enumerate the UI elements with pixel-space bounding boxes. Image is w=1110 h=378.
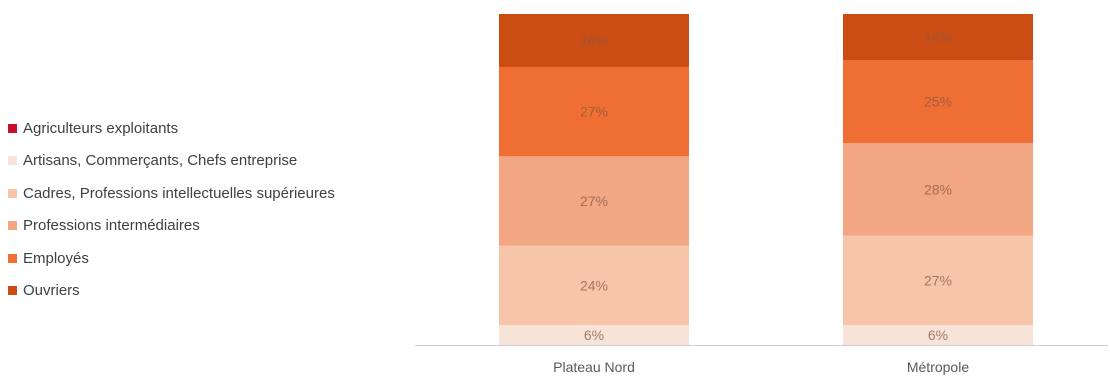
legend-label: Ouvriers bbox=[23, 282, 80, 300]
legend-label: Agriculteurs exploitants bbox=[23, 119, 179, 137]
legend-swatch bbox=[8, 221, 17, 231]
data-label: 27% bbox=[580, 104, 608, 120]
data-label: 27% bbox=[580, 193, 608, 209]
bar-segment bbox=[499, 156, 689, 246]
legend-item: Cadres, Professions intellectuelles supé… bbox=[8, 177, 335, 210]
bar-segment bbox=[499, 245, 689, 326]
legend-item: Ouvriers bbox=[8, 275, 335, 308]
bar-segment bbox=[843, 60, 1033, 144]
legend-item: Professions intermédiaires bbox=[8, 210, 335, 243]
data-label: 24% bbox=[580, 277, 608, 293]
legend: Agriculteurs exploitants Artisans, Commer… bbox=[8, 112, 335, 307]
legend-swatch bbox=[8, 188, 17, 198]
legend-swatch bbox=[8, 123, 17, 133]
legend-item: Artisans, Commerçants, Chefs entreprise bbox=[8, 145, 335, 178]
data-label: 6% bbox=[584, 327, 604, 343]
legend-label: Professions intermédiaires bbox=[23, 217, 200, 235]
bar-segment bbox=[843, 235, 1033, 326]
data-label: 25% bbox=[924, 94, 952, 110]
data-label: 6% bbox=[928, 327, 948, 343]
bar-segment bbox=[843, 143, 1033, 236]
x-tick-label: Métropole bbox=[907, 359, 969, 375]
legend-item: Employés bbox=[8, 242, 335, 275]
data-label: 27% bbox=[924, 272, 952, 288]
bar-segment bbox=[843, 14, 1033, 61]
legend-swatch bbox=[8, 253, 17, 263]
bar-segment bbox=[843, 325, 1033, 345]
data-label: 28% bbox=[924, 181, 952, 197]
legend-label: Artisans, Commerçants, Chefs entreprise bbox=[23, 152, 298, 170]
x-tick-label: Plateau Nord bbox=[553, 359, 635, 375]
legend-item: Agriculteurs exploitants bbox=[8, 112, 335, 145]
bar-segment bbox=[499, 66, 689, 157]
data-label: 16% bbox=[580, 32, 608, 48]
bar-segment bbox=[499, 14, 689, 67]
legend-swatch bbox=[8, 286, 17, 296]
legend-label: Employés bbox=[23, 249, 89, 267]
legend-label: Cadres, Professions intellectuelles supé… bbox=[23, 184, 335, 202]
legend-swatch bbox=[8, 156, 17, 166]
bar-segment bbox=[499, 325, 689, 345]
data-label: 14% bbox=[924, 29, 952, 45]
